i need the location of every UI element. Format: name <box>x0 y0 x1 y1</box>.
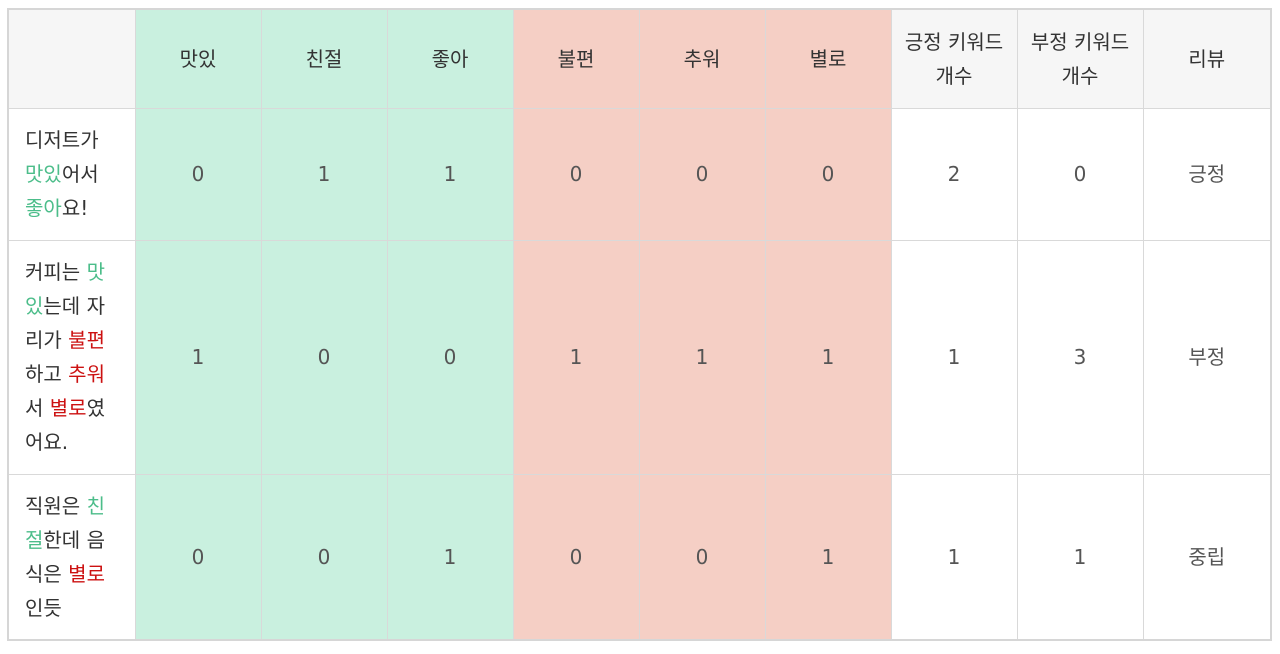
header-review-label: 리뷰 <box>1142 8 1272 109</box>
value-cell: 0 <box>638 473 766 641</box>
value-cell: 0 <box>260 239 388 475</box>
value-cell: 1 <box>764 239 892 475</box>
table-row: 직원은 친절한데 음식은 별로인듯 0 0 1 0 0 1 1 1 중립 <box>7 473 1272 641</box>
value-cell: 1 <box>764 473 892 641</box>
review-text: 서 <box>25 396 50 420</box>
negative-count-cell: 1 <box>1016 473 1144 641</box>
table-row: 커피는 맛있는데 자리가 불편하고 추워서 별로였어요. 1 0 0 1 1 1… <box>7 239 1272 475</box>
value-cell: 0 <box>386 239 514 475</box>
value-cell: 1 <box>386 473 514 641</box>
negative-count-cell: 3 <box>1016 239 1144 475</box>
review-text: 하고 <box>25 362 69 386</box>
sentiment-label-cell: 중립 <box>1142 473 1272 641</box>
value-cell: 1 <box>260 107 388 241</box>
sentiment-label-cell: 부정 <box>1142 239 1272 475</box>
keyword-sentiment-table: 맛있 친절 좋아 불편 추워 별로 긍정 키워드 개수 부정 키워드 개수 리뷰… <box>7 8 1272 641</box>
header-keyword-pos-1: 맛있 <box>134 8 262 109</box>
positive-keyword: 좋아 <box>25 196 62 220</box>
review-text: 직원은 <box>25 493 87 518</box>
header-positive-count: 긍정 키워드 개수 <box>890 8 1018 109</box>
review-text: 였어요. <box>25 396 105 454</box>
header-row: 맛있 친절 좋아 불편 추워 별로 긍정 키워드 개수 부정 키워드 개수 리뷰 <box>7 8 1272 109</box>
positive-count-cell: 2 <box>890 107 1018 241</box>
positive-count-cell: 1 <box>890 239 1018 475</box>
positive-keyword: 맛있 <box>25 162 62 186</box>
value-cell: 1 <box>638 239 766 475</box>
header-review-cell <box>7 8 136 109</box>
negative-keyword: 추워 <box>68 362 105 386</box>
value-cell: 1 <box>512 239 640 475</box>
header-negative-count: 부정 키워드 개수 <box>1016 8 1144 109</box>
value-cell: 1 <box>134 239 262 475</box>
review-text: 어서 <box>61 162 99 186</box>
negative-keyword: 별로 <box>49 396 87 420</box>
review-text-cell: 직원은 친절한데 음식은 별로인듯 <box>7 473 136 641</box>
review-text: 요! <box>61 196 89 220</box>
header-negative-count-label: 부정 키워드 개수 <box>1030 29 1130 88</box>
negative-keyword: 불편 <box>68 328 105 352</box>
value-cell: 0 <box>512 107 640 241</box>
review-text: 는데 자리가 <box>25 294 105 352</box>
header-keyword-neg-1: 불편 <box>512 8 640 109</box>
header-keyword-pos-3: 좋아 <box>386 8 514 109</box>
review-text: 커피는 <box>25 260 87 284</box>
value-cell: 0 <box>512 473 640 641</box>
value-cell: 0 <box>260 473 388 641</box>
table-row: 디저트가 맛있어서 좋아요! 0 1 1 0 0 0 2 0 긍정 <box>7 107 1272 241</box>
value-cell: 0 <box>638 107 766 241</box>
positive-keyword: 맛있 <box>25 260 105 318</box>
keyword-sentiment-table-container: 맛있 친절 좋아 불편 추워 별로 긍정 키워드 개수 부정 키워드 개수 리뷰… <box>7 8 1272 641</box>
positive-keyword: 친절 <box>25 493 105 552</box>
review-text: 한데 음식은 <box>25 527 105 586</box>
header-keyword-neg-3: 별로 <box>764 8 892 109</box>
header-positive-count-label: 긍정 키워드 개수 <box>904 29 1004 88</box>
positive-count-cell: 1 <box>890 473 1018 641</box>
value-cell: 0 <box>134 107 262 241</box>
negative-keyword: 별로 <box>68 561 105 586</box>
sentiment-label-cell: 긍정 <box>1142 107 1272 241</box>
review-text: 인듯 <box>25 595 62 620</box>
header-keyword-pos-2: 친절 <box>260 8 388 109</box>
value-cell: 1 <box>386 107 514 241</box>
review-text-cell: 디저트가 맛있어서 좋아요! <box>7 107 136 241</box>
negative-count-cell: 0 <box>1016 107 1144 241</box>
value-cell: 0 <box>134 473 262 641</box>
header-keyword-neg-2: 추워 <box>638 8 766 109</box>
review-text: 디저트가 <box>25 128 99 152</box>
review-text-cell: 커피는 맛있는데 자리가 불편하고 추워서 별로였어요. <box>7 239 136 475</box>
value-cell: 0 <box>764 107 892 241</box>
